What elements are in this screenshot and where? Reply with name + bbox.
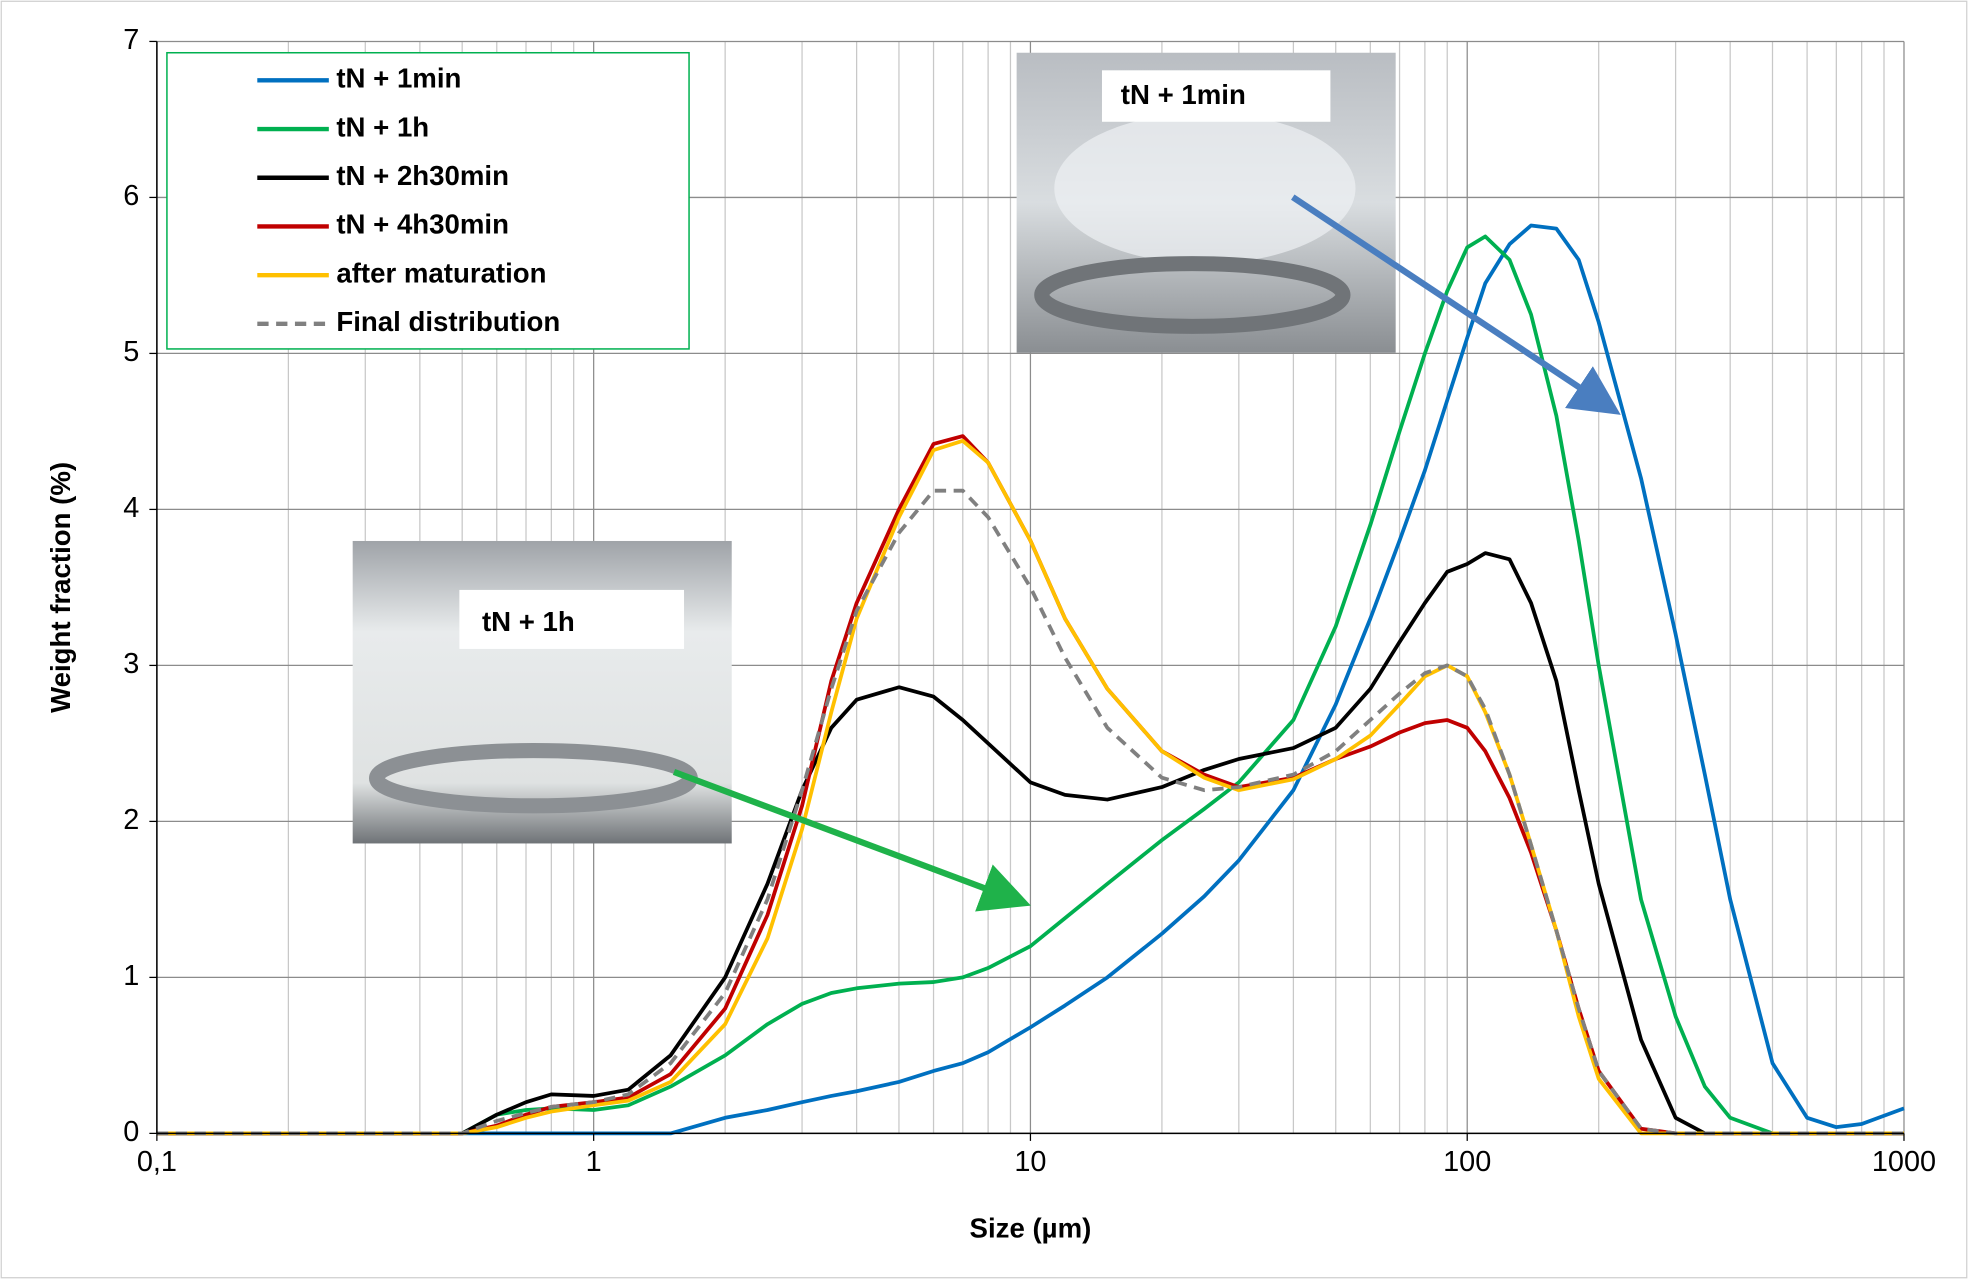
annotation: tN + 1min	[1121, 79, 1246, 110]
y-tick-label: 5	[123, 336, 139, 368]
series-line	[156, 488, 1904, 1136]
legend-label: Final distribution	[336, 306, 560, 337]
photo-detail	[1054, 112, 1356, 264]
x-tick-label: 100	[1443, 1146, 1491, 1178]
x-tick-label: 1000	[1872, 1146, 1936, 1178]
y-tick-label: 6	[123, 180, 139, 212]
x-tick-label: 10	[1014, 1146, 1046, 1178]
y-tick-label: 0	[123, 1116, 139, 1148]
annotation: tN + 1h	[482, 606, 575, 637]
legend-label: after maturation	[336, 257, 546, 288]
series-line	[156, 234, 1904, 1136]
y-tick-label: 1	[123, 960, 139, 992]
photo-detail	[1034, 256, 1351, 334]
legend: tN + 1min tN + 1h tN + 2h30min tN + 4h30min…	[166, 51, 690, 350]
series-line	[156, 551, 1904, 1136]
x-axis-label: Size (µm)	[970, 1212, 1092, 1243]
x-tick-label: 0,1	[137, 1146, 177, 1178]
legend-label: tN + 1min	[336, 63, 461, 94]
arrow	[1291, 194, 1621, 415]
legend-label: tN + 4h30min	[336, 209, 509, 240]
y-tick-label: 2	[123, 804, 139, 836]
y-axis-label: Weight fraction (%)	[45, 462, 76, 713]
y-tick-label: 7	[123, 24, 139, 56]
legend-label: tN + 1h	[336, 111, 429, 142]
arrow	[672, 768, 1031, 912]
label-box	[459, 589, 685, 649]
photo-inset: tN + 1h	[352, 540, 732, 844]
y-tick-label: 4	[123, 492, 139, 524]
photo-inset: tN + 1min	[1016, 52, 1396, 353]
label-box	[1101, 70, 1331, 122]
y-tick-label: 3	[123, 648, 139, 680]
legend-label: tN + 2h30min	[336, 160, 509, 191]
legend-box	[166, 51, 690, 350]
axes: 0,1 1 10 100 1000 0 1 2 3 4 5 6 7	[123, 24, 1936, 1178]
x-tick-label: 1	[586, 1146, 602, 1178]
